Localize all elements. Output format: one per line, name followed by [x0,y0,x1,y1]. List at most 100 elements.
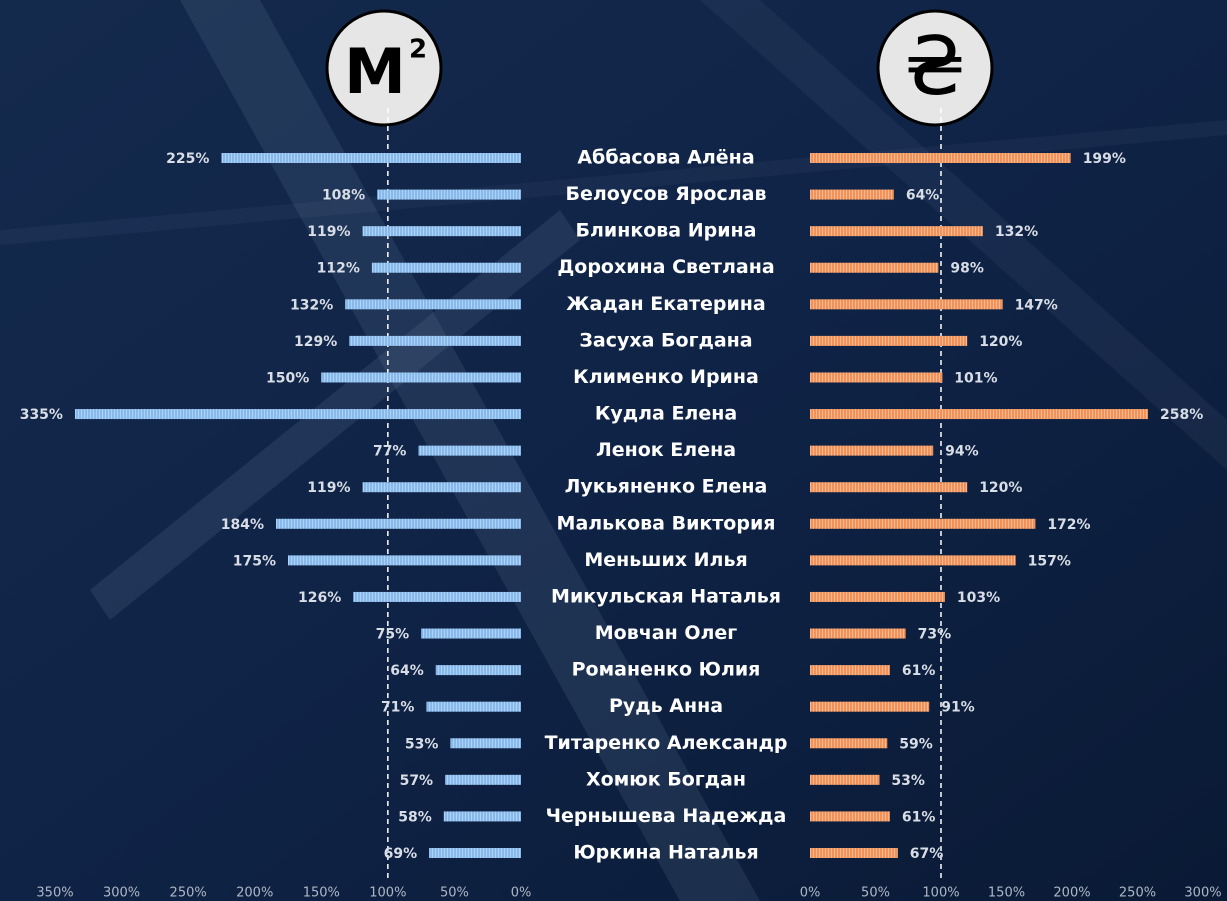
category-label: Ленок Елена [596,439,736,461]
value-label: 157% [1028,553,1071,569]
x-tick-label: 300% [103,886,140,901]
value-label: 61% [902,663,936,679]
bar-texture [321,372,521,383]
bar-texture [362,226,521,237]
bar-texture [810,738,888,749]
bar-texture [349,335,521,346]
bar-texture [418,445,521,456]
category-label: Романенко Юлия [572,659,761,681]
bar-texture [450,738,521,749]
value-label: 67% [910,846,944,862]
value-label: 112% [317,261,360,277]
value-label: 119% [307,224,350,240]
value-label: 57% [400,773,434,789]
value-label: 69% [384,846,418,862]
bar-texture [443,811,521,822]
bar-texture [810,518,1036,529]
value-label: 258% [1160,407,1203,423]
category-label: Меньших Илья [584,549,747,571]
value-label: 94% [945,444,979,460]
bar-texture [810,774,880,785]
bar-texture [810,811,890,822]
bar-texture [810,262,939,273]
value-label: 132% [290,297,333,313]
category-label: Микульская Наталья [551,585,781,607]
category-label: Юркина Наталья [573,842,758,864]
value-label: 126% [298,590,341,606]
area-icon [325,9,443,127]
value-label: 53% [891,773,925,789]
value-label: 61% [902,809,936,825]
category-label: Хомюк Богдан [586,768,746,790]
category-label: Чернышева Надежда [546,805,787,827]
value-label: 73% [918,627,952,643]
value-label: 119% [307,480,350,496]
currency-icon [876,9,994,127]
bar-texture [810,445,934,456]
value-label: 64% [390,663,424,679]
category-label: Аббасова Алёна [577,147,754,169]
value-label: 59% [899,736,933,752]
value-label: 120% [979,334,1022,350]
x-tick-label: 200% [236,886,273,901]
category-label: Клименко Ирина [573,366,759,388]
bar-texture [362,482,521,493]
bar-texture [445,774,521,785]
bar-texture [221,153,521,163]
bar-texture [810,409,1148,420]
area-icon-exponent: 2 [409,35,427,65]
bar-texture [345,299,521,310]
x-tick-label: 200% [1053,886,1090,901]
value-label: 103% [957,590,1000,606]
bar-texture [810,226,983,237]
x-tick-label: 50% [440,886,469,901]
bar-texture [810,628,906,639]
bar-texture [810,335,968,346]
category-label: Засуха Богдана [579,329,752,351]
bar-texture [371,262,521,273]
value-label: 58% [398,809,432,825]
category-label: Дорохина Светлана [557,256,774,278]
value-label: 129% [294,334,337,350]
value-label: 77% [373,444,407,460]
bar-texture [74,409,521,420]
category-label: Малькова Виктория [557,512,776,534]
value-label: 172% [1047,517,1090,533]
bar-texture [810,189,894,200]
bar-texture [810,701,930,712]
bar-texture [810,372,943,383]
x-tick-label: 0% [511,886,532,901]
bar-texture [810,153,1071,163]
x-tick-label: 300% [1184,886,1221,901]
bar-texture [810,299,1003,310]
bar-texture [810,591,945,602]
bar-texture [377,189,521,200]
x-tick-label: 0% [800,886,821,901]
value-label: 101% [954,370,997,386]
value-label: 53% [405,736,439,752]
x-tick-label: 100% [369,886,406,901]
value-label: 108% [322,188,365,204]
category-label: Титаренко Александр [545,732,788,754]
area-icon-base: M [344,35,406,108]
bar-texture [810,555,1016,566]
x-tick-label: 350% [36,886,73,901]
x-tick-label: 250% [170,886,207,901]
value-label: 91% [941,700,975,716]
value-label: 147% [1015,297,1058,313]
category-label: Блинкова Ирина [575,220,756,242]
value-label: 64% [906,188,940,204]
bar-texture [426,701,521,712]
x-tick-label: 100% [922,886,959,901]
x-tick-label: 150% [988,886,1025,901]
icons: M 2 ₴ [325,9,994,127]
category-label: Рудь Анна [609,695,723,717]
bar-texture [435,665,521,676]
bar-texture [810,848,898,858]
bar-texture [810,482,968,493]
bar-texture [429,848,521,858]
bar-texture [810,665,890,676]
value-label: 132% [995,224,1038,240]
value-label: 150% [266,370,309,386]
